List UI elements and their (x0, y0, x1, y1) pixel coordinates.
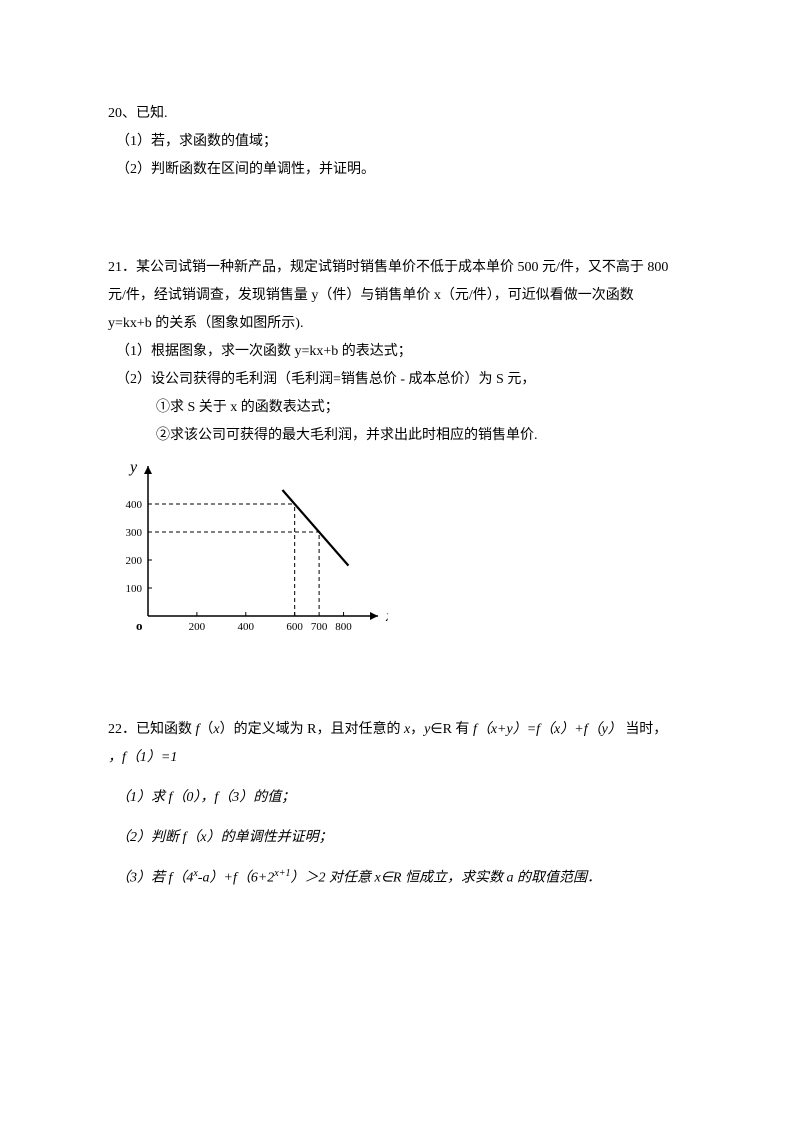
svg-text:200: 200 (189, 621, 206, 633)
svg-text:400: 400 (238, 621, 255, 633)
text: ）的定义域为 R，且对任意的 (220, 722, 404, 737)
question-22: 22．已知函数 f（x）的定义域为 R，且对任意的 x，y∈R 有 f（x+y）… (108, 716, 692, 893)
svg-text:200: 200 (126, 555, 143, 567)
text: （2）判断 f（x）的单调性并证明； (116, 830, 333, 845)
text: -a）+f（6+2 (198, 871, 274, 886)
question-21: 21．某公司试销一种新产品，规定试销时销售单价不低于成本单价 500 元/件，又… (108, 254, 692, 646)
text: （1）求 f（0），f（3）的值； (116, 790, 295, 805)
q21-part2b: ②求该公司可获得的最大毛利润，并求出此时相应的销售单价. (108, 422, 692, 450)
svg-text:x: x (385, 608, 388, 625)
exp: x+1 (274, 868, 290, 879)
svg-text:700: 700 (311, 621, 328, 633)
q21-chart: x y o 200 400 600 800 700 100 200 300 400 (108, 456, 388, 646)
text: （3）若 f（4 (116, 871, 193, 886)
eq: f（x+y）=f（x）+f（y） (473, 722, 622, 737)
text: ）＞2 对任意 x∈R 恒成立，求实数 a 的取值范围． (290, 871, 600, 886)
text: ∈R 有 (430, 722, 473, 737)
q22-intro-line2: ，f（1）=1 (108, 744, 692, 772)
q21-part2a: ①求 S 关于 x 的函数表达式； (108, 394, 692, 422)
svg-text:100: 100 (126, 583, 143, 595)
question-20: 20、已知. （1）若，求函数的值域； （2）判断函数在区间的单调性，并证明。 (108, 100, 692, 184)
q22-part2: （2）判断 f（x）的单调性并证明； (108, 824, 692, 852)
q20-part1: （1）若，求函数的值域； (108, 128, 692, 156)
q20-part2: （2）判断函数在区间的单调性，并证明。 (108, 156, 692, 184)
svg-text:400: 400 (126, 499, 143, 511)
q22-part3: （3）若 f（4x-a）+f（6+2x+1）＞2 对任意 x∈R 恒成立，求实数… (108, 864, 692, 893)
text: ， (410, 722, 424, 737)
q21-part2: （2）设公司获得的毛利润（毛利润=销售总价 - 成本总价）为 S 元， (108, 366, 692, 394)
text: 22．已知函数 (108, 722, 196, 737)
svg-text:300: 300 (126, 527, 143, 539)
q22-intro-line1: 22．已知函数 f（x）的定义域为 R，且对任意的 x，y∈R 有 f（x+y）… (108, 716, 692, 744)
q21-part1: （1）根据图象，求一次函数 y=kx+b 的表达式； (108, 338, 692, 366)
text: ，f（1）=1 (108, 750, 177, 765)
q21-intro-line3: y=kx+b 的关系（图象如图所示). (108, 310, 692, 338)
svg-text:y: y (128, 459, 138, 476)
svg-text:o: o (136, 618, 143, 633)
text: 当时， (622, 722, 668, 737)
text: （ (199, 722, 213, 737)
svg-text:800: 800 (335, 621, 352, 633)
q21-intro-line2: 元/件，经试销调查，发现销售量 y（件）与销售单价 x（元/件），可近似看做一次… (108, 282, 692, 310)
svg-text:600: 600 (286, 621, 303, 633)
q22-part1: （1）求 f（0），f（3）的值； (108, 784, 692, 812)
q21-intro-line1: 21．某公司试销一种新产品，规定试销时销售单价不低于成本单价 500 元/件，又… (108, 254, 692, 282)
q20-title: 20、已知. (108, 100, 692, 128)
